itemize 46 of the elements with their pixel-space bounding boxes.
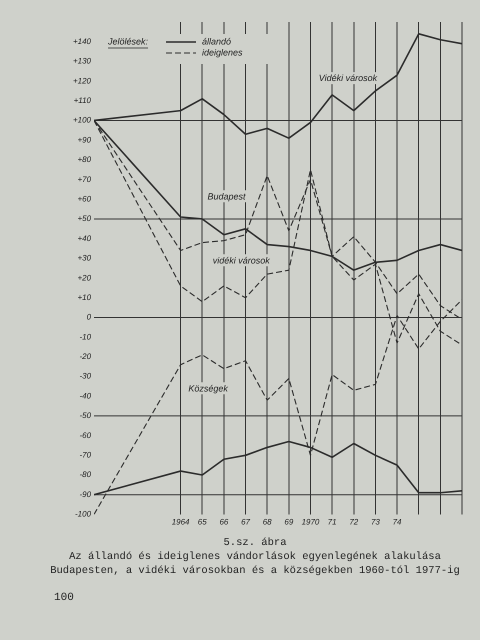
- y-tick-label: +50: [77, 214, 92, 224]
- annotation: Községek: [188, 383, 228, 394]
- text: Az állandó és ideiglenes vándorlások egyenlegének alakulása Budapesten, a vidéki városokban és a községekben 1960-tól 1977-ig: [49, 550, 461, 578]
- x-tick-label: 71: [328, 517, 337, 526]
- y-tick-label: +90: [77, 135, 92, 144]
- legend-label: állandó: [202, 36, 232, 46]
- annotation: Vidéki városok: [318, 73, 378, 84]
- y-tick-label: +120: [72, 76, 92, 86]
- y-tick-label: -40: [79, 391, 92, 400]
- y-tick-label: -20: [79, 352, 92, 362]
- x-tick-label: 68: [262, 517, 272, 526]
- y-tick-label: -60: [79, 430, 92, 440]
- text: 5.sz. ábra: [222, 536, 288, 550]
- y-tick-label: -80: [79, 470, 92, 480]
- x-tick-label: 69: [284, 517, 294, 526]
- x-tick-label: 66: [219, 517, 229, 526]
- y-tick-label: +100: [72, 116, 92, 125]
- y-tick-label: +20: [77, 273, 92, 282]
- x-tick-label: 74: [392, 517, 402, 526]
- y-tick-label: -70: [79, 450, 92, 460]
- x-tick-label: 72: [349, 517, 359, 526]
- x-tick-label: 1970: [302, 517, 320, 526]
- x-tick-label: 67: [241, 517, 251, 526]
- y-tick-label: +110: [74, 96, 92, 106]
- x-tick-label: 1964: [172, 517, 190, 526]
- y-tick-label: -90: [79, 490, 92, 499]
- y-tick-label: -10: [79, 332, 92, 342]
- y-tick-label: +130: [72, 56, 92, 66]
- x-tick-label: 73: [370, 517, 380, 526]
- legend-title: Jelölések:: [107, 36, 149, 46]
- text: 100: [54, 592, 74, 604]
- y-tick-label: +140: [72, 36, 92, 46]
- y-tick-label: 0: [86, 312, 92, 322]
- y-tick-label: +70: [77, 174, 92, 184]
- y-tick-label: +80: [77, 155, 92, 164]
- y-tick-label: -50: [79, 411, 92, 420]
- y-tick-label: +40: [77, 234, 92, 243]
- annotation: Budapest: [207, 191, 246, 202]
- annotation: vidéki városok: [212, 255, 270, 266]
- legend-label: ideiglenes: [202, 48, 244, 58]
- y-tick-label: -100: [75, 510, 92, 519]
- x-tick-label: 65: [198, 517, 208, 526]
- y-tick-label: +30: [77, 254, 92, 263]
- y-tick-label: +10: [77, 292, 92, 302]
- y-tick-label: +60: [77, 194, 92, 204]
- y-tick-label: -30: [79, 372, 92, 381]
